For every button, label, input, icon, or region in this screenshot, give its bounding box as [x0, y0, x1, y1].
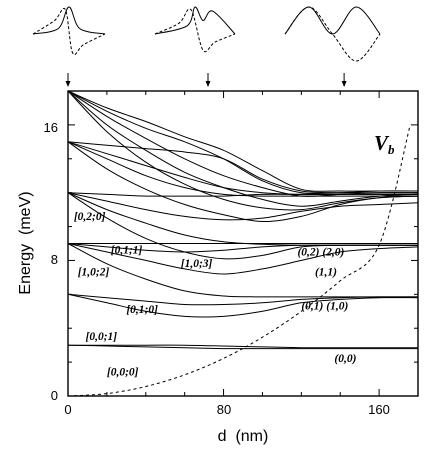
energy-level-curve-14: [67, 141, 418, 197]
vb-label-subscript: b: [388, 142, 395, 157]
x-tick-label-160: 160: [368, 402, 390, 417]
y-axis-title: Energy (meV): [17, 191, 34, 294]
plot-frame: [67, 90, 419, 397]
energy-level-curve-3: [67, 293, 419, 318]
wavefunction-insets: [32, 6, 381, 62]
y-tick-label-8: 8: [51, 252, 58, 267]
state-label-2: [0,1;1]: [111, 245, 143, 257]
marker-arrow-head-2: [205, 81, 211, 87]
energy-level-curve-11: [67, 192, 419, 221]
energy-level-curve-20: [67, 90, 419, 195]
state-label-1: [0,2;0]: [74, 211, 106, 223]
marker-arrow-head-3: [341, 81, 347, 87]
energy-level-curve-17: [67, 90, 419, 211]
x-tick-label-0: 0: [64, 402, 71, 417]
inset-3-solid-wavefunction: [284, 6, 381, 35]
inset-2-solid-wavefunction: [154, 6, 236, 35]
state-label-9: (1,1): [315, 267, 337, 279]
energy-level-curve-10: [67, 192, 418, 260]
position-markers: [65, 73, 347, 87]
state-label-8: (0,2) (2,0): [297, 246, 344, 258]
y-tick-label-16: 16: [44, 120, 58, 135]
y-tick-label-0: 0: [51, 388, 58, 403]
energy-level-curve-5: [67, 243, 418, 298]
potential-curve-group: [67, 124, 411, 397]
state-label-6: [0,0;1]: [86, 331, 118, 343]
energy-level-curve-16: [67, 141, 418, 194]
vb-label-main: V: [374, 131, 390, 155]
state-label-11: (0,0): [334, 353, 356, 365]
energy-level-curve-1: [67, 344, 418, 350]
inset-1-dashed-wavefunction: [32, 7, 106, 56]
state-label-4: [1,0;3]: [181, 258, 213, 270]
energy-level-curve-2: [67, 344, 419, 349]
energy-curves: [67, 90, 419, 350]
energy-level-curve-15: [67, 141, 418, 195]
inset-3-dashed-wavefunction: [284, 6, 381, 62]
energy-level-curve-18: [67, 90, 419, 207]
state-label-7: [0,0;0]: [107, 367, 139, 379]
potential-curve: [67, 124, 411, 397]
energy-level-curve-4: [67, 293, 419, 306]
state-annotations: [0,2;0] [0,1;1][1,0;2] [1,0;3] [0,1;0] [0,0;…: [74, 211, 357, 379]
marker-arrow-head-1: [65, 81, 71, 87]
state-label-3: [1,0;2]: [78, 267, 110, 279]
inset-2-dashed-wavefunction: [154, 8, 236, 53]
energy-level-curve-21: [67, 90, 418, 192]
energy-level-curve-6: [67, 243, 419, 275]
inset-1-solid-wavefunction: [32, 6, 106, 35]
vb-label: Vb: [374, 131, 395, 157]
state-label-10: (0,1) (1,0): [301, 301, 348, 313]
state-label-5: [0,1;0]: [126, 304, 158, 316]
x-axis-title: d (nm): [218, 428, 269, 445]
energy-level-curve-19: [67, 90, 419, 197]
axis-ticks: [67, 90, 419, 397]
x-tick-label-80: 80: [217, 402, 231, 417]
